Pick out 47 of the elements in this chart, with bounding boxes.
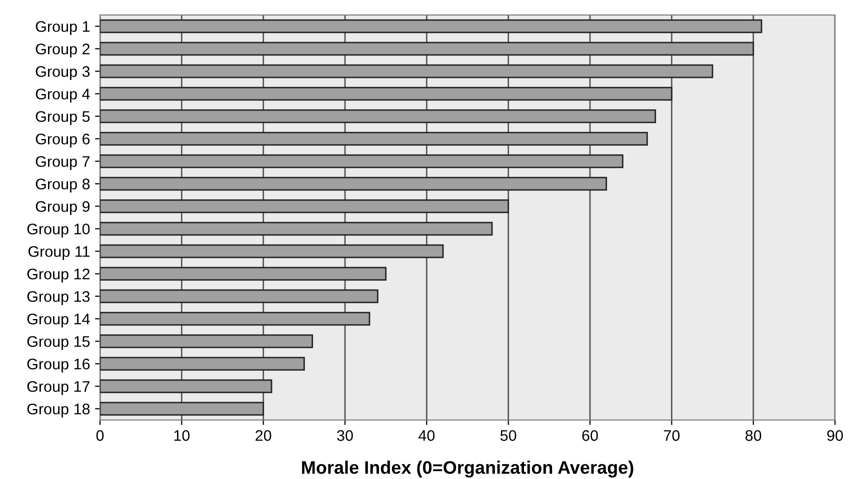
x-tick-label: 70 — [664, 430, 680, 441]
bar — [100, 132, 648, 146]
bar — [100, 86, 672, 101]
bar — [100, 379, 272, 394]
bar — [100, 266, 387, 281]
y-tick-label: Group 5 — [36, 111, 90, 125]
x-tick-label: 30 — [337, 430, 353, 441]
y-tick-label: Group 2 — [36, 44, 90, 58]
y-tick-label: Group 16 — [27, 358, 90, 372]
y-tick-label: Group 1 — [36, 21, 90, 35]
x-tick-label: 40 — [418, 430, 435, 441]
x-tick-label: 90 — [827, 430, 843, 441]
bar — [100, 356, 305, 371]
x-tick-label: 10 — [174, 430, 190, 441]
y-tick-label: Group 7 — [36, 156, 90, 170]
bar — [100, 244, 444, 258]
x-tick-label: 50 — [500, 430, 516, 441]
bar — [100, 199, 510, 214]
y-tick-label: Group 9 — [36, 201, 90, 215]
bar — [100, 312, 370, 326]
x-tick-label: 20 — [256, 430, 272, 441]
bar — [100, 334, 314, 348]
y-tick-label: Group 11 — [28, 246, 90, 260]
y-tick-label: Group 17 — [27, 381, 90, 395]
y-tick-label: Group 3 — [36, 66, 90, 80]
y-tick-label: Group 6 — [36, 134, 90, 148]
bar — [100, 19, 762, 34]
x-tick-label: 0 — [96, 430, 104, 441]
y-tick-label: Group 13 — [27, 291, 90, 305]
y-tick-label: Group 10 — [27, 224, 90, 238]
x-axis-title: Morale Index (0=Organization Average) — [302, 460, 634, 478]
bar — [100, 289, 378, 304]
bar — [100, 402, 264, 416]
y-tick-label: Group 18 — [27, 404, 90, 418]
x-tick-label: 80 — [746, 430, 762, 441]
bar — [100, 109, 656, 124]
bar — [100, 154, 624, 168]
x-tick-label: 60 — [582, 430, 598, 441]
y-tick-label: Group 15 — [27, 336, 90, 350]
bar — [100, 222, 493, 236]
bar — [100, 64, 714, 78]
bar — [100, 42, 754, 56]
y-tick-label: Group 8 — [36, 178, 90, 192]
y-tick-label: Group 4 — [36, 88, 90, 102]
bar — [100, 176, 608, 191]
y-tick-label: Group 14 — [27, 314, 90, 328]
y-tick-label: Group 12 — [27, 268, 90, 282]
